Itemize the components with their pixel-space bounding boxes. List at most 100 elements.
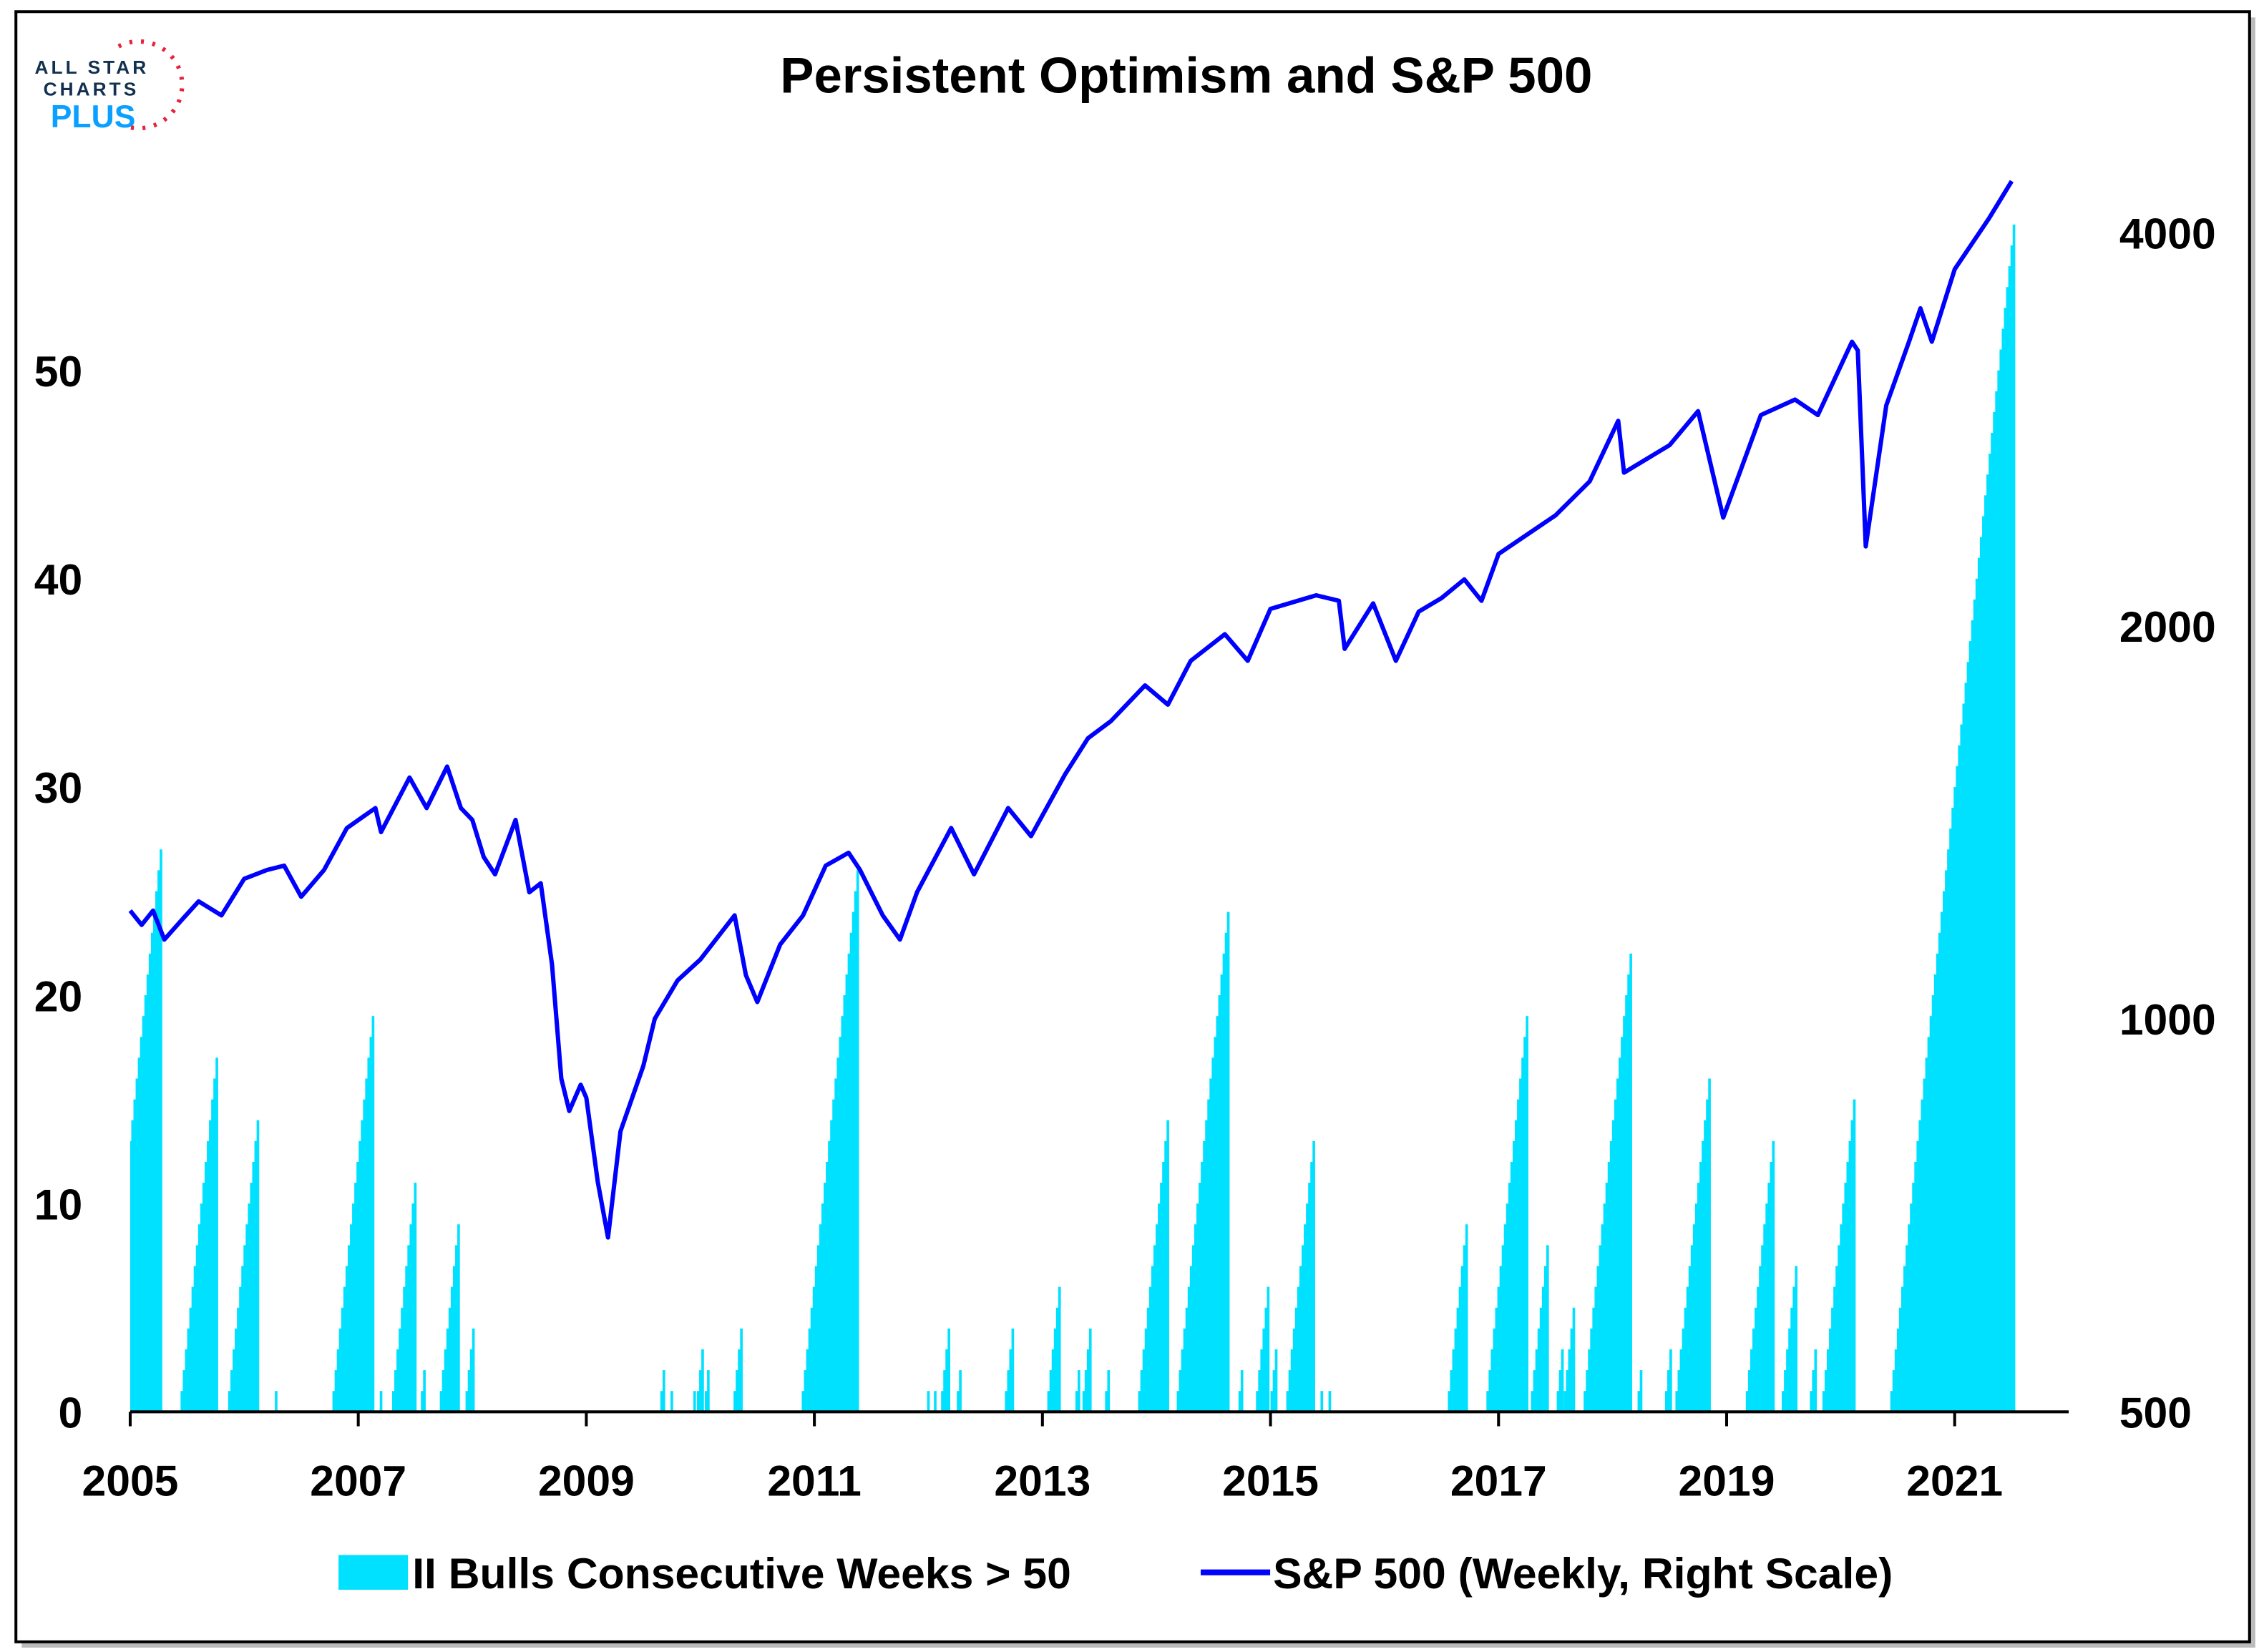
bar	[1151, 1266, 1154, 1412]
bar	[452, 1266, 456, 1412]
bar	[1964, 683, 1968, 1412]
bar	[338, 1328, 342, 1412]
bar	[1194, 1224, 1197, 1412]
bar	[1755, 1307, 1757, 1412]
bar	[1892, 1370, 1895, 1412]
bar	[1792, 1286, 1795, 1412]
bar	[828, 1140, 831, 1412]
bar	[233, 1349, 235, 1412]
bar	[1495, 1307, 1498, 1412]
bar	[1770, 1161, 1773, 1412]
bar	[185, 1349, 188, 1412]
bar	[252, 1161, 255, 1412]
bar	[1499, 1266, 1503, 1412]
bar	[135, 1078, 139, 1412]
bar	[1256, 1391, 1259, 1412]
bar	[736, 1370, 738, 1412]
bar	[1142, 1349, 1146, 1412]
bar	[1953, 786, 1956, 1412]
bar	[401, 1307, 404, 1412]
bar	[1211, 1057, 1215, 1412]
bar	[1519, 1078, 1522, 1412]
bar	[467, 1370, 471, 1412]
bar	[705, 1391, 708, 1412]
bar	[1629, 953, 1632, 1412]
bar	[248, 1203, 251, 1412]
bar	[1896, 1328, 1900, 1412]
bar	[146, 974, 150, 1412]
bar	[1609, 1140, 1613, 1412]
logo-line3: PLUS	[51, 99, 136, 135]
bar	[1590, 1328, 1593, 1412]
bar	[1218, 995, 1221, 1412]
bar	[455, 1245, 458, 1412]
bar	[1912, 1183, 1915, 1412]
bar	[1493, 1328, 1496, 1412]
bar	[1201, 1161, 1204, 1412]
bar	[1179, 1370, 1182, 1412]
bar	[1826, 1349, 1830, 1412]
bar	[399, 1328, 401, 1412]
bar	[209, 1120, 212, 1412]
bar	[1788, 1328, 1791, 1412]
bar	[1596, 1266, 1600, 1412]
bar	[137, 1057, 141, 1412]
x-tick-label: 2015	[1222, 1457, 1319, 1505]
right-tick-label: 2000	[2119, 602, 2216, 651]
bar	[1497, 1286, 1501, 1412]
bar-series	[130, 224, 2016, 1412]
bar	[1921, 1099, 1924, 1412]
bar	[472, 1328, 475, 1412]
bar	[180, 1391, 184, 1412]
bar	[1706, 1099, 1709, 1412]
bar	[1686, 1286, 1689, 1412]
bar	[1997, 370, 2001, 1412]
bar	[1539, 1307, 1543, 1412]
bar	[1925, 1057, 1928, 1412]
left-tick-label: 0	[59, 1389, 83, 1437]
left-axis-ticks: 0 10 20 30 40 50	[34, 347, 82, 1437]
bar	[824, 1183, 826, 1412]
x-tick-label: 2005	[82, 1457, 179, 1505]
left-tick-label: 50	[34, 347, 82, 396]
bar	[1782, 1391, 1785, 1412]
bar	[1183, 1328, 1186, 1412]
legend-bars-swatch	[338, 1555, 409, 1590]
bar	[1842, 1203, 1845, 1412]
bar	[1594, 1286, 1598, 1412]
bar	[1185, 1307, 1189, 1412]
bar	[849, 932, 853, 1412]
bar	[1945, 870, 1948, 1412]
bar	[662, 1370, 665, 1412]
bar	[405, 1266, 408, 1412]
bar	[1697, 1183, 1700, 1412]
bar	[1448, 1391, 1451, 1412]
bar	[1761, 1245, 1764, 1412]
bar	[738, 1349, 741, 1412]
bar	[854, 891, 857, 1412]
bar	[1664, 1391, 1668, 1412]
bar	[230, 1370, 233, 1412]
bar	[1824, 1370, 1828, 1412]
logo: ALL STAR CHARTS PLUS	[35, 39, 185, 135]
bar	[1752, 1328, 1755, 1412]
bar	[140, 1037, 143, 1412]
bar	[1294, 1307, 1298, 1412]
bar	[957, 1391, 960, 1412]
bar	[1981, 516, 1985, 1412]
bar	[1222, 953, 1226, 1412]
bar	[1903, 1266, 1906, 1412]
bar	[1488, 1370, 1492, 1412]
bar	[1584, 1391, 1586, 1412]
bar	[1299, 1266, 1302, 1412]
bar	[1812, 1370, 1815, 1412]
left-tick-label: 30	[34, 763, 82, 812]
bar	[1148, 1286, 1152, 1412]
bar	[182, 1370, 186, 1412]
bar	[1506, 1203, 1509, 1412]
bar	[195, 1245, 199, 1412]
bar	[1840, 1224, 1843, 1412]
bar	[275, 1391, 278, 1412]
bar	[1508, 1183, 1511, 1412]
bar	[1503, 1224, 1507, 1412]
